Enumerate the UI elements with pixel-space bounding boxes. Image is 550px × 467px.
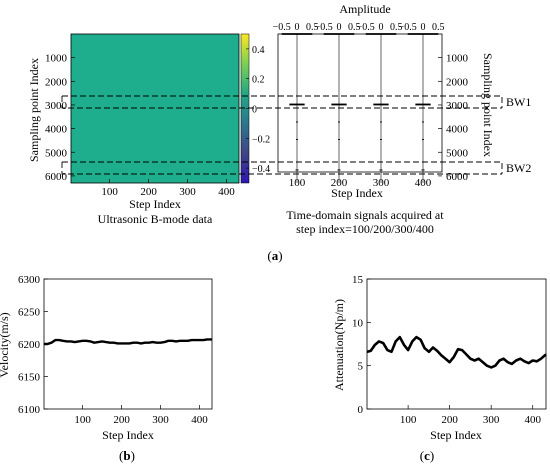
amplitude-tick-label: 0.5 (390, 22, 403, 33)
panel-label-a: (a) (267, 248, 282, 263)
velocity-y-tick-label: 6150 (18, 372, 41, 384)
colorbar-tick-label: 0.2 (252, 75, 265, 86)
attenuation-y-tick-label: 0 (358, 404, 364, 416)
amplitude-tick-label: −0.5 (315, 22, 333, 33)
backwall-annotations: BW1 BW2 (61, 95, 531, 175)
attenuation-series-line (366, 335, 547, 369)
velocity-series-line (44, 338, 212, 346)
ascan-y-tick-label: 4000 (446, 124, 469, 136)
panel-label-c: (c) (420, 448, 434, 463)
ascan-y-axis-label: Sampling point Index (481, 53, 495, 157)
ascan-signal-traces (281, 33, 439, 183)
ascan-y-tick-label: 1000 (446, 53, 469, 65)
colorbar-tick-label: 0 (252, 105, 257, 116)
ascan-signals-panel: Amplitude −0.5 0 0.5−0.5 0 0.5−0.5 0 0.5−0.5 0 0… (273, 2, 495, 236)
velocity-y-tick-label: 6100 (18, 404, 41, 416)
bw2-label: BW2 (506, 161, 531, 175)
ascan-y-tick-label: 6000 (446, 171, 469, 183)
velocity-x-tick-label: 100 (74, 414, 91, 426)
attenuation-plot-panel: 0 5 10 15 100 200 300 400 Attenuation(Np/m) St… (332, 274, 547, 442)
amplitude-tick-label: 0 (379, 22, 384, 33)
bmode-x-tick-label: 400 (218, 186, 235, 198)
colorbar-tick-label: 0.4 (252, 45, 265, 56)
panel-label-b: (b) (119, 448, 135, 463)
ascan-caption-line-2: step index=100/200/300/400 (296, 222, 434, 236)
attenuation-plot-frame (366, 278, 547, 410)
bmode-heatmap-panel: 1000 2000 3000 4000 5000 6000 100 200 300 400 Sa… (27, 33, 240, 226)
amplitude-tick-label: 0.5 (306, 22, 319, 33)
ascan-x-tick-label: 300 (373, 177, 390, 189)
amplitude-tick-label: −0.5 (357, 22, 375, 33)
amplitude-tick-label: 0 (337, 22, 342, 33)
bmode-caption: Ultrasonic B-mode data (98, 212, 213, 226)
velocity-y-axis-label: Velocity(m/s) (0, 312, 11, 377)
ascan-y-tick-label: 2000 (446, 76, 469, 88)
velocity-x-axis-label: Step Index (102, 428, 154, 442)
velocity-x-tick-label: 200 (113, 414, 130, 426)
amplitude-label: Amplitude (339, 2, 390, 16)
velocity-x-tick-label: 400 (191, 414, 208, 426)
attenuation-x-tick-label: 300 (483, 414, 500, 426)
bmode-y-tick-label: 5000 (45, 147, 68, 159)
bw1-label: BW1 (506, 95, 531, 109)
ascan-caption-line-1: Time-domain signals acquired at (286, 208, 444, 222)
bmode-x-tick-label: 100 (101, 186, 118, 198)
bmode-x-axis-label: Step Index (129, 197, 181, 211)
bmode-y-axis-label: Sampling point Index (27, 58, 41, 162)
amplitude-ticks: −0.5 0 0.5−0.5 0 0.5−0.5 0 0.5−0.5 0 0.5 (273, 22, 445, 33)
attenuation-y-tick-label: 15 (352, 274, 364, 286)
attenuation-y-tick-label: 5 (358, 361, 364, 373)
attenuation-y-tick-label: 10 (352, 317, 364, 329)
colorbar-tick-label: −0.4 (252, 164, 270, 175)
colorbar-tick-label: −0.2 (252, 134, 270, 145)
bmode-y-tick-label: 4000 (45, 124, 68, 136)
amplitude-tick-label: −0.5 (399, 22, 417, 33)
ascan-y-tick-label: 3000 (446, 100, 469, 112)
ascan-x-axis-label: Step Index (331, 186, 383, 200)
attenuation-x-tick-label: 100 (400, 414, 417, 426)
attenuation-x-tick-label: 400 (524, 414, 541, 426)
bmode-y-tick-label: 3000 (45, 100, 68, 112)
bmode-heatmap-image (71, 34, 239, 183)
attenuation-y-axis-label: Attenuation(Np/m) (332, 299, 346, 391)
amplitude-tick-label: 0.5 (348, 22, 361, 33)
velocity-plot-panel: 6100 6150 6200 6250 6300 100 200 300 400 Veloci… (0, 274, 213, 442)
bw2-dashed-box (61, 161, 503, 175)
attenuation-x-tick-label: 200 (441, 414, 458, 426)
velocity-y-ticks: 6100 6150 6200 6250 6300 (18, 274, 48, 416)
amplitude-tick-label: 0.5 (432, 22, 445, 33)
velocity-y-tick-label: 6200 (18, 339, 41, 351)
ascan-x-tick-label: 400 (415, 177, 432, 189)
bmode-x-tick-label: 200 (140, 186, 157, 198)
ascan-x-tick-label: 100 (289, 177, 306, 189)
attenuation-x-ticks: 100 200 300 400 (400, 405, 541, 426)
velocity-x-tick-label: 300 (152, 414, 169, 426)
amplitude-tick-label: −0.5 (273, 22, 291, 33)
amplitude-tick-label: 0 (421, 22, 426, 33)
bmode-y-tick-label: 6000 (45, 171, 68, 183)
amplitude-tick-label: 0 (295, 22, 300, 33)
velocity-x-ticks: 100 200 300 400 (74, 405, 208, 426)
bmode-x-ticks: 100 200 300 400 (101, 179, 235, 198)
ascan-y-ticks: 1000 2000 3000 4000 5000 6000 (438, 53, 469, 183)
attenuation-x-axis-label: Step Index (430, 428, 482, 442)
velocity-y-tick-label: 6300 (18, 274, 41, 286)
ascan-frame (277, 33, 443, 173)
attenuation-y-ticks: 0 5 10 15 (352, 274, 371, 416)
ascan-x-ticks: 100 200 300 400 (289, 177, 432, 189)
bmode-x-tick-label: 300 (179, 186, 196, 198)
bmode-heatmap-frame (70, 33, 240, 184)
ascan-y-tick-label: 5000 (446, 147, 469, 159)
bmode-y-tick-label: 2000 (45, 76, 68, 88)
colorbar: 0.4 0.2 0 −0.2 −0.4 (240, 33, 270, 184)
velocity-y-tick-label: 6250 (18, 307, 41, 319)
colorbar-ticks: 0.4 0.2 0 −0.2 −0.4 (246, 45, 270, 175)
bmode-y-ticks: 1000 2000 3000 4000 5000 6000 (45, 53, 75, 183)
ascan-x-tick-label: 200 (331, 177, 348, 189)
bw1-dashed-box (61, 95, 503, 109)
bmode-y-tick-label: 1000 (45, 53, 68, 65)
